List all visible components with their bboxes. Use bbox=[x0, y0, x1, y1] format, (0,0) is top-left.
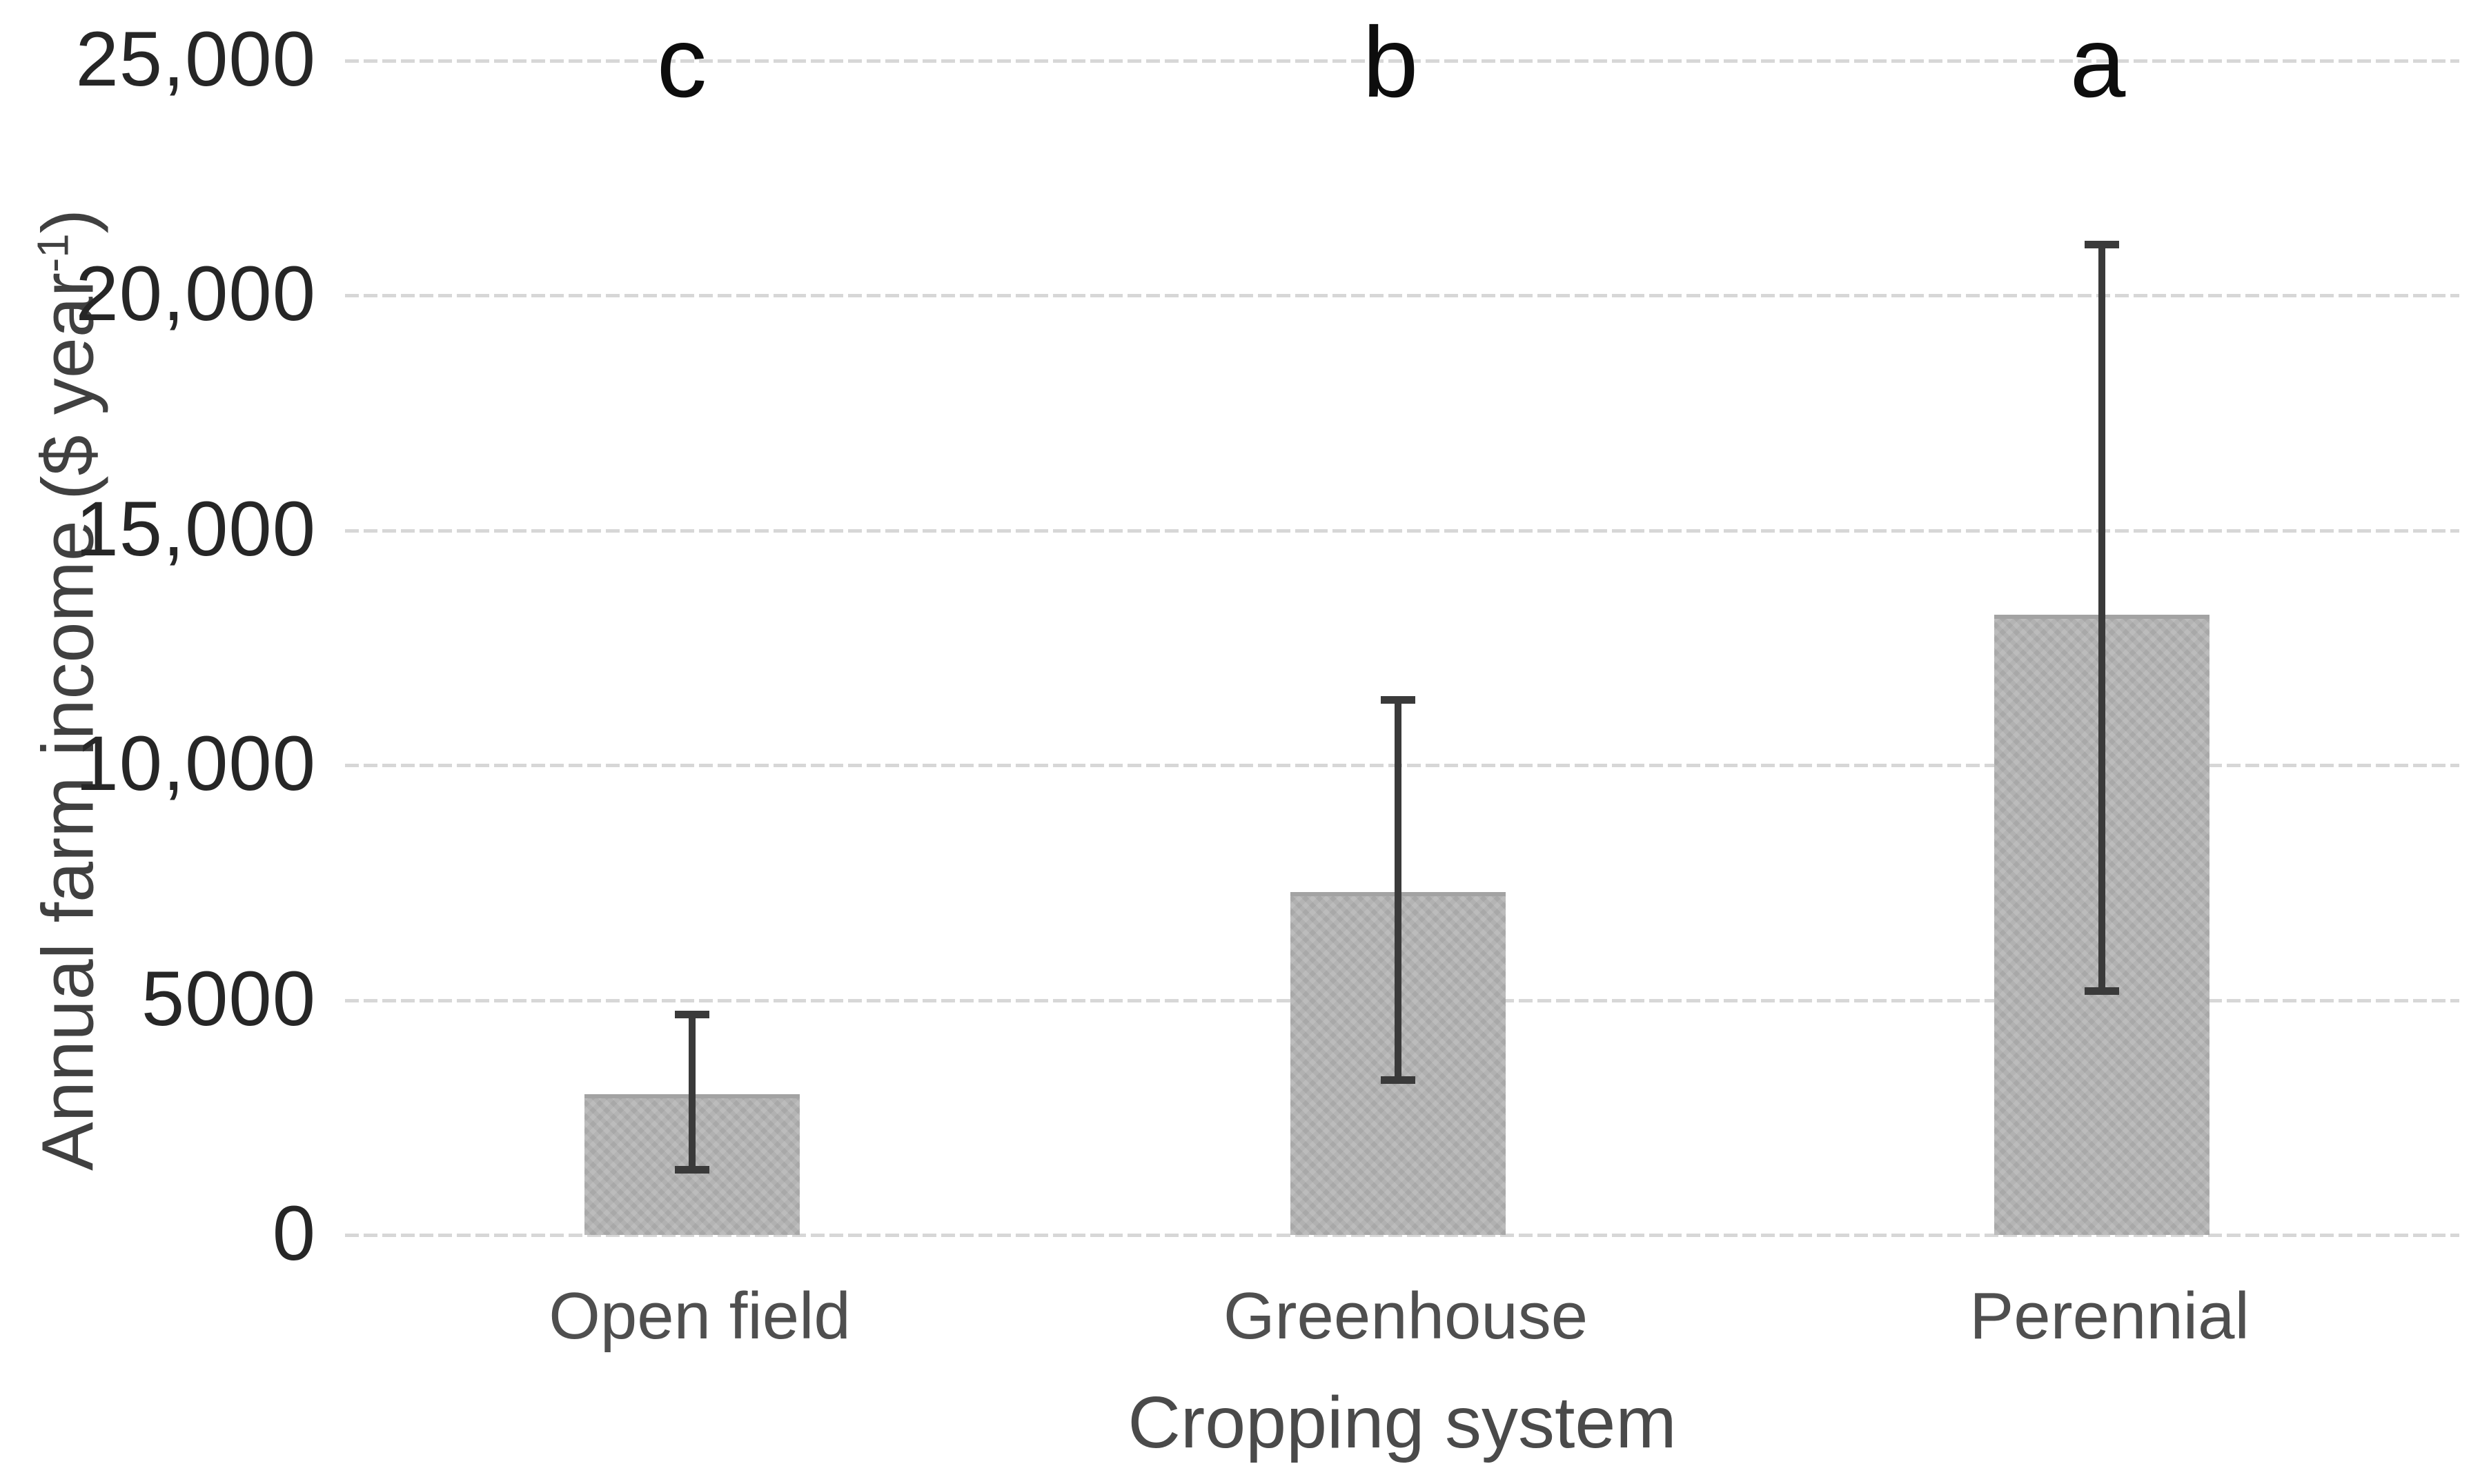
y-tick-label: 20,000 bbox=[75, 250, 316, 337]
x-axis-title: Cropping system bbox=[1128, 1382, 1677, 1463]
y-tick-label: 25,000 bbox=[75, 15, 316, 102]
gridline-20000 bbox=[345, 294, 2459, 297]
gridline-25000 bbox=[345, 59, 2459, 63]
gridline-15000 bbox=[345, 529, 2459, 533]
y-axis-title-suffix: ) bbox=[27, 209, 109, 234]
y-tick-label: 10,000 bbox=[75, 720, 316, 807]
error-bar-cap-top bbox=[2085, 241, 2119, 248]
gridline-0 bbox=[345, 1234, 2459, 1237]
error-bar bbox=[689, 1014, 696, 1169]
significance-letter: a bbox=[2069, 6, 2126, 118]
y-tick-label: 5000 bbox=[141, 955, 316, 1042]
error-bar-cap-top bbox=[1381, 696, 1415, 704]
error-bar-cap-bottom bbox=[2085, 987, 2119, 995]
error-bar-cap-bottom bbox=[1381, 1076, 1415, 1084]
significance-letter: c bbox=[656, 6, 707, 118]
category-label: Greenhouse bbox=[1223, 1279, 1588, 1353]
y-tick-label: 0 bbox=[272, 1189, 316, 1276]
category-label: Open field bbox=[549, 1279, 851, 1353]
category-label: Perennial bbox=[1969, 1279, 2250, 1353]
error-bar-cap-bottom bbox=[675, 1166, 709, 1174]
y-tick-label: 15,000 bbox=[75, 485, 316, 572]
significance-letter: b bbox=[1362, 6, 1419, 118]
error-bar bbox=[1395, 700, 1401, 1080]
error-bar bbox=[2098, 244, 2105, 991]
error-bar-cap-top bbox=[675, 1011, 709, 1018]
gridline-10000 bbox=[345, 764, 2459, 767]
